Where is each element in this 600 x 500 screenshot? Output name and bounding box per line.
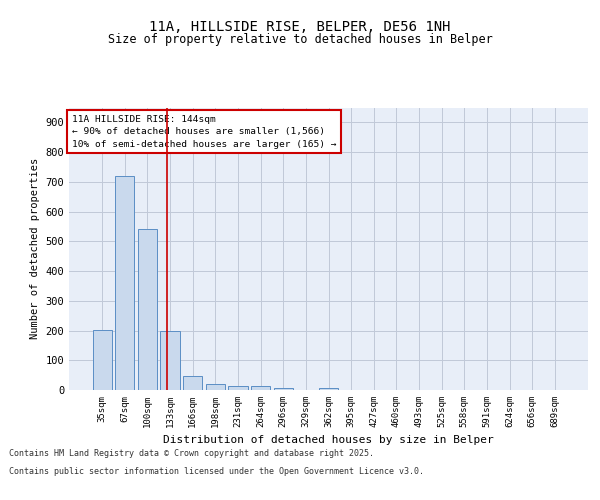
Text: 11A HILLSIDE RISE: 144sqm
← 90% of detached houses are smaller (1,566)
10% of se: 11A HILLSIDE RISE: 144sqm ← 90% of detac…: [71, 114, 336, 148]
Text: Contains HM Land Registry data © Crown copyright and database right 2025.: Contains HM Land Registry data © Crown c…: [9, 448, 374, 458]
Bar: [274, 388, 293, 390]
Bar: [138, 228, 157, 390]
Text: Size of property relative to detached houses in Belper: Size of property relative to detached ho…: [107, 32, 493, 46]
Bar: [206, 384, 225, 390]
Y-axis label: Number of detached properties: Number of detached properties: [30, 158, 40, 340]
Bar: [92, 330, 112, 390]
Text: Contains public sector information licensed under the Open Government Licence v3: Contains public sector information licen…: [9, 467, 424, 476]
Bar: [319, 388, 338, 390]
Text: 11A, HILLSIDE RISE, BELPER, DE56 1NH: 11A, HILLSIDE RISE, BELPER, DE56 1NH: [149, 20, 451, 34]
Bar: [229, 386, 248, 390]
Bar: [160, 331, 180, 390]
Bar: [115, 176, 134, 390]
Bar: [183, 376, 202, 390]
Bar: [251, 386, 270, 390]
X-axis label: Distribution of detached houses by size in Belper: Distribution of detached houses by size …: [163, 436, 494, 446]
